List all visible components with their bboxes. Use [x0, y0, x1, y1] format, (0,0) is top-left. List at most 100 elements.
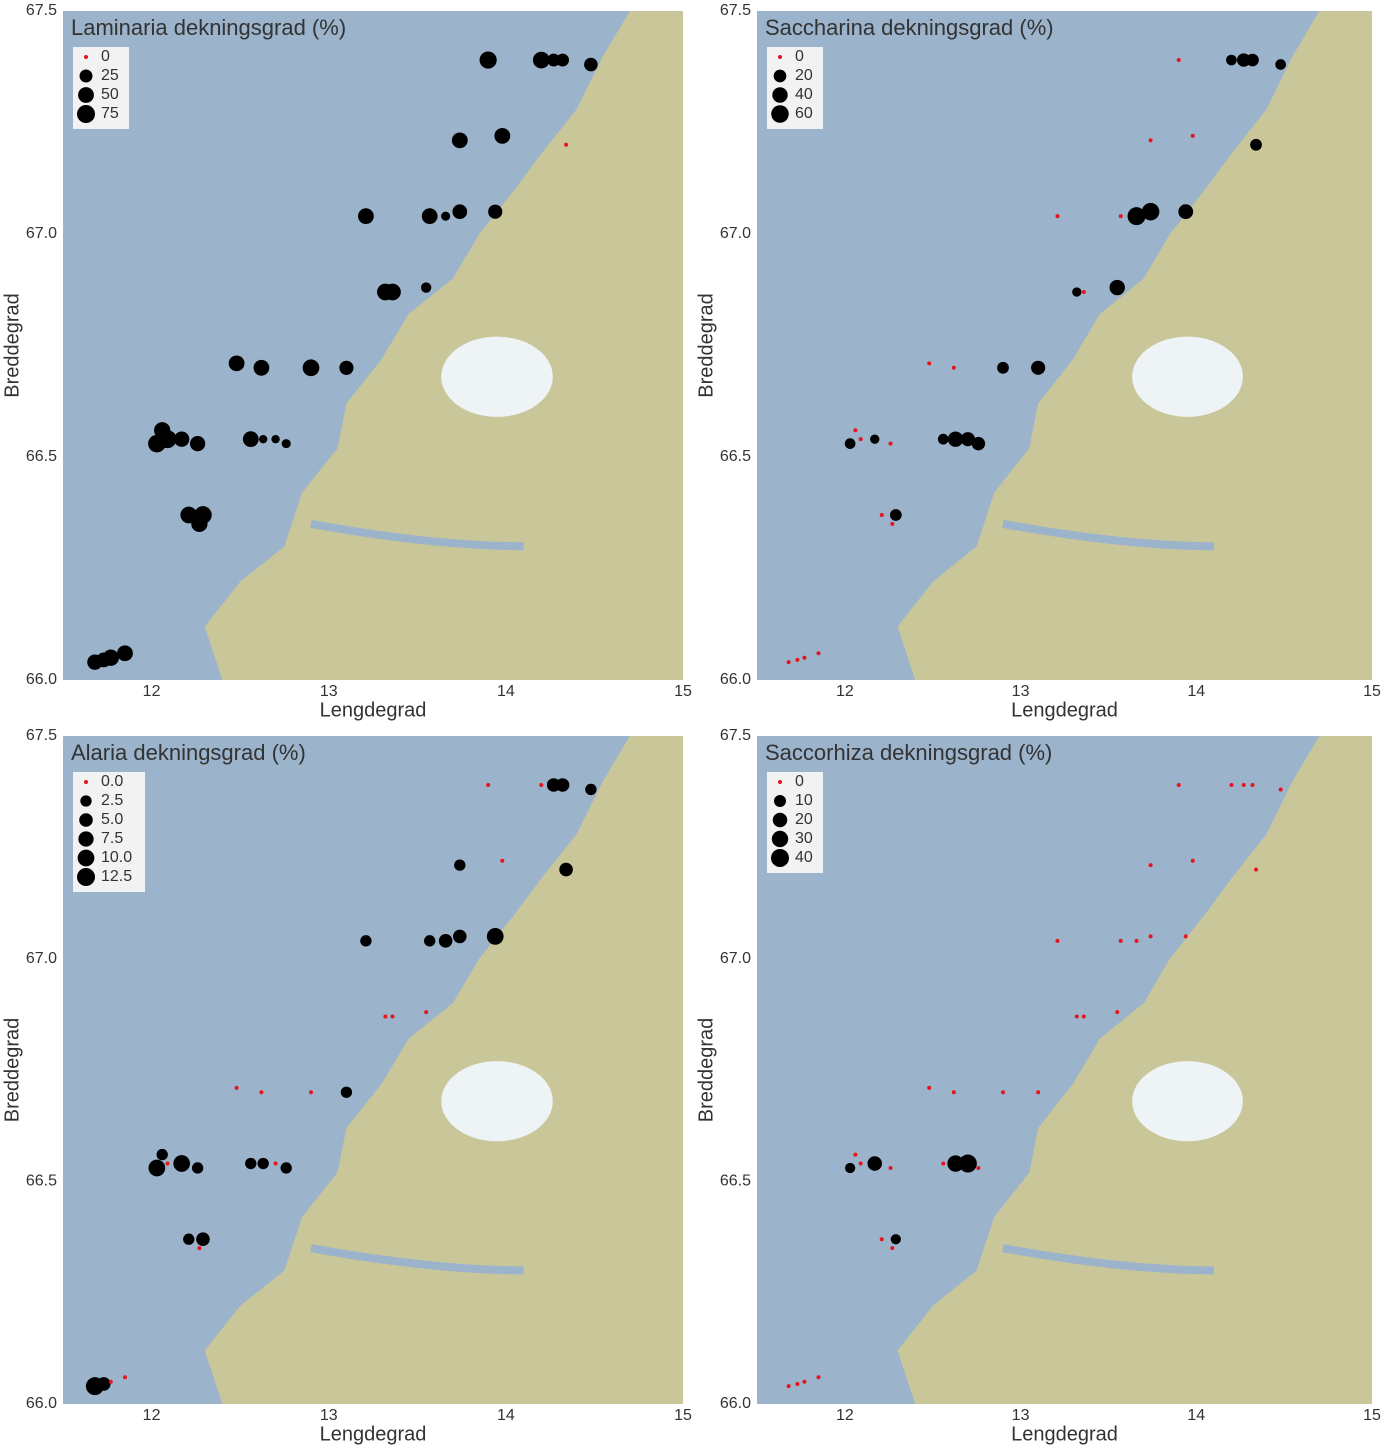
- point: [1127, 207, 1146, 226]
- point: [927, 361, 932, 366]
- legend-symbol: [78, 831, 94, 847]
- point: [1001, 1090, 1005, 1095]
- point: [1036, 1090, 1041, 1095]
- point: [888, 441, 893, 446]
- point: [1081, 289, 1086, 294]
- point: [539, 782, 544, 787]
- point: [245, 1157, 257, 1170]
- legend-label: 0.0: [101, 773, 123, 790]
- legend-label: 2.5: [101, 792, 123, 809]
- point: [486, 782, 491, 787]
- land: [897, 11, 1372, 680]
- x-tick-label: 12: [836, 683, 854, 700]
- point: [1134, 938, 1139, 943]
- legend-label: 50: [101, 86, 119, 103]
- point: [786, 1384, 791, 1389]
- point: [802, 1379, 807, 1384]
- point: [421, 208, 438, 225]
- legend-symbol: [771, 830, 789, 848]
- legend-symbol: [771, 849, 789, 867]
- point: [280, 1162, 292, 1174]
- point: [1109, 279, 1125, 296]
- point: [947, 431, 964, 447]
- y-tick-label: 67.0: [26, 950, 57, 967]
- point: [1141, 202, 1160, 221]
- panel: [63, 11, 683, 680]
- y-tick-label: 67.5: [720, 727, 751, 744]
- point: [424, 1010, 429, 1015]
- point: [584, 57, 598, 72]
- point: [1250, 138, 1262, 151]
- point: [479, 51, 497, 69]
- point: [271, 434, 280, 444]
- fjord: [1002, 1244, 1214, 1275]
- point: [927, 1085, 932, 1090]
- point: [383, 1014, 388, 1019]
- point: [858, 1161, 863, 1166]
- point: [1055, 214, 1060, 219]
- y-tick-label: 67.0: [26, 225, 57, 242]
- point: [951, 365, 956, 370]
- point: [532, 51, 550, 69]
- x-tick-label: 14: [1187, 683, 1205, 700]
- chart-title: Alaria dekningsgrad (%): [71, 740, 306, 765]
- x-axis-label: Lengdegrad: [1011, 699, 1118, 721]
- point: [1074, 1014, 1079, 1019]
- legend-label: 25: [101, 67, 119, 84]
- legend-symbol: [778, 780, 782, 784]
- point: [941, 1161, 946, 1166]
- legend-symbol: [772, 812, 788, 828]
- x-tick-label: 12: [143, 1407, 161, 1424]
- point: [242, 431, 259, 448]
- legend-symbol: [79, 813, 93, 827]
- ice: [1132, 1061, 1243, 1142]
- point: [1055, 938, 1060, 943]
- point: [1072, 287, 1082, 297]
- x-tick-label: 13: [320, 1407, 338, 1424]
- point: [258, 434, 268, 444]
- x-tick-label: 15: [674, 683, 692, 700]
- point: [867, 1156, 882, 1171]
- y-tick-label: 66.0: [26, 671, 57, 688]
- legend-label: 40: [795, 86, 813, 103]
- legend-label: 20: [795, 67, 813, 84]
- point: [454, 859, 466, 871]
- point: [1190, 133, 1195, 138]
- y-tick-label: 67.0: [720, 225, 751, 242]
- panel: [757, 11, 1372, 680]
- y-tick-label: 66.0: [720, 1395, 751, 1412]
- point: [108, 1379, 113, 1384]
- point: [1148, 863, 1153, 868]
- point: [189, 435, 206, 452]
- point: [196, 1232, 210, 1247]
- x-tick-label: 15: [1363, 683, 1381, 700]
- point: [358, 208, 374, 225]
- point: [890, 1246, 895, 1251]
- point: [488, 204, 503, 219]
- point: [888, 1165, 893, 1170]
- point: [890, 521, 895, 526]
- ice: [1132, 336, 1243, 417]
- legend: 0.0 2.5 5.0 7.5 10.0 12.5: [73, 772, 145, 892]
- point: [500, 858, 505, 863]
- legend: 0 10 20 30 40: [767, 772, 823, 873]
- point: [234, 1085, 239, 1090]
- chart-title: Saccorhiza dekningsgrad (%): [765, 740, 1052, 765]
- x-tick-label: 15: [1363, 1407, 1381, 1424]
- point: [420, 282, 432, 293]
- y-tick-label: 66.5: [26, 1173, 57, 1190]
- legend-label: 0: [795, 773, 804, 790]
- point: [1176, 782, 1181, 787]
- x-axis-label: Lengdegrad: [320, 699, 427, 721]
- y-tick-label: 67.0: [720, 950, 751, 967]
- ice: [441, 336, 553, 417]
- y-axis-label: Breddegrad: [1, 293, 23, 398]
- y-tick-label: 66.0: [720, 671, 751, 688]
- point: [853, 428, 858, 433]
- point: [123, 1375, 127, 1380]
- point: [156, 1148, 168, 1161]
- point: [1237, 53, 1251, 67]
- x-tick-label: 12: [836, 1407, 854, 1424]
- legend-label: 60: [795, 105, 813, 122]
- point: [816, 651, 821, 656]
